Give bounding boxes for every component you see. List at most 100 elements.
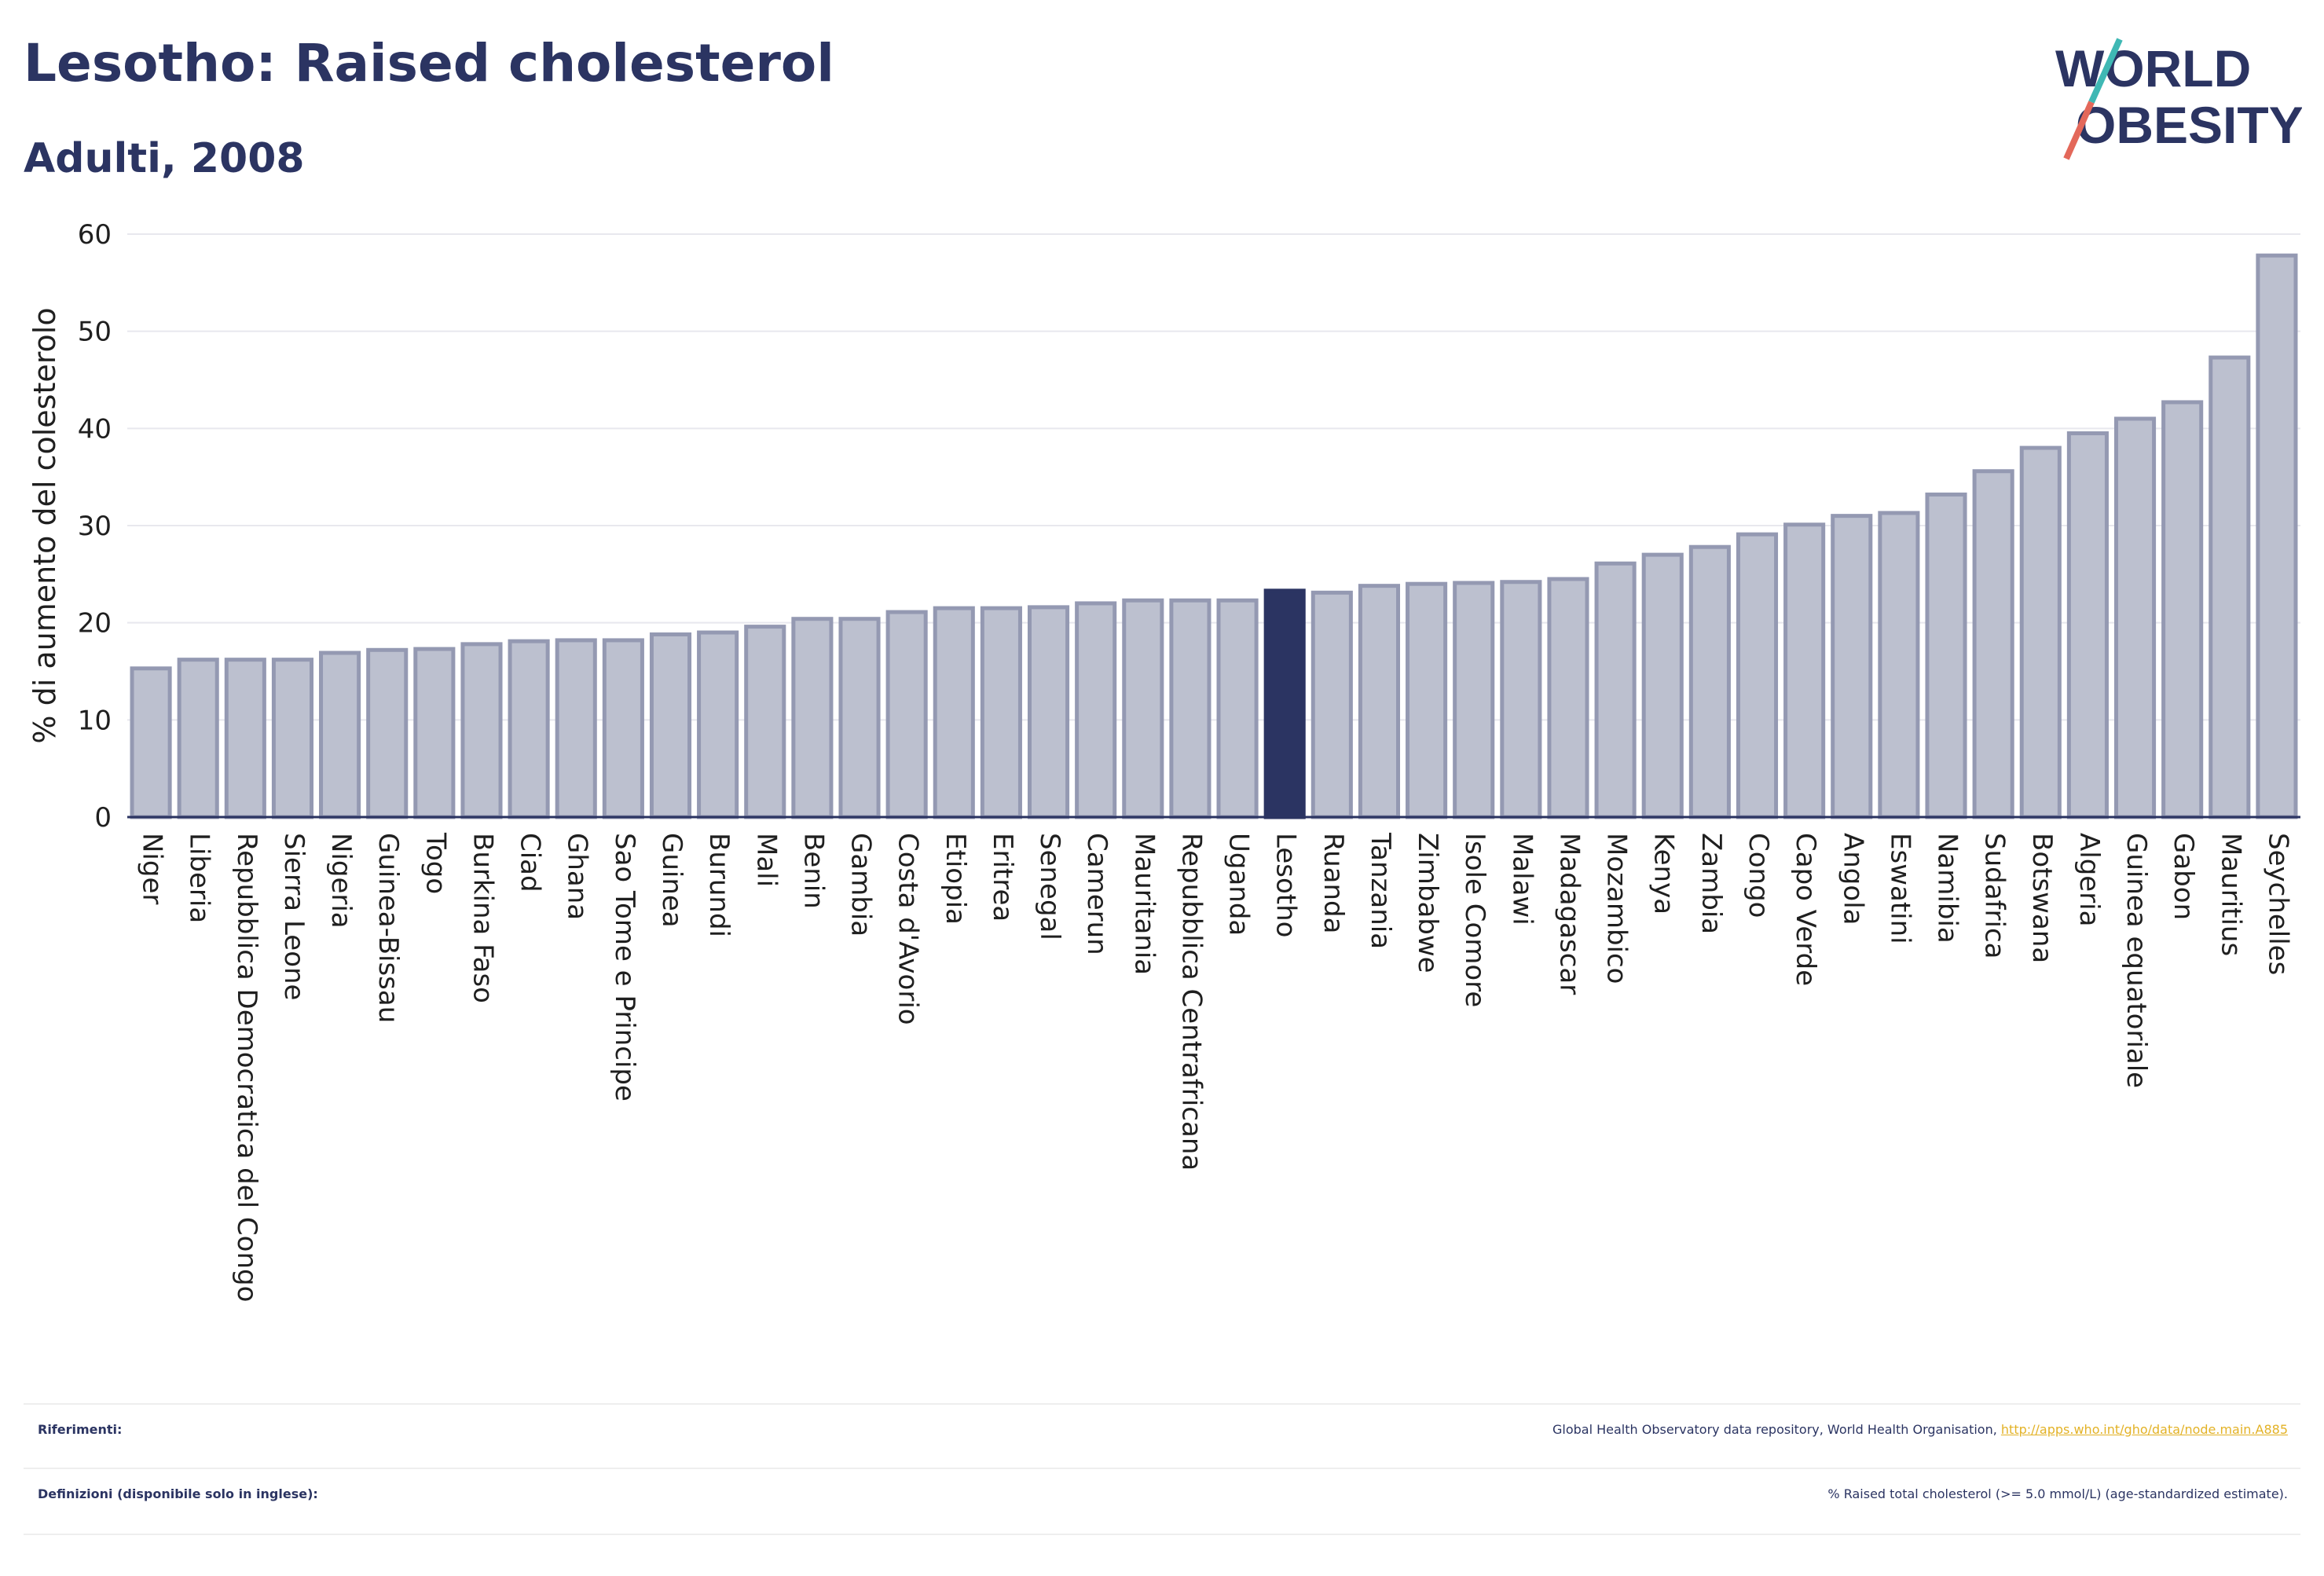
x-tick-label: Mauritania bbox=[1128, 833, 1160, 975]
bar bbox=[1878, 511, 1920, 819]
bar bbox=[2113, 416, 2157, 819]
references-text: Global Health Observatory data repositor… bbox=[1552, 1422, 1997, 1437]
logo-slash-teal bbox=[2088, 38, 2123, 104]
x-tick-label: Guinea bbox=[656, 833, 687, 928]
x-tick-label: Sao Tome e Principe bbox=[609, 833, 640, 1101]
bar bbox=[224, 658, 266, 819]
bar bbox=[1500, 580, 1542, 819]
x-tick-label: Malawi bbox=[1506, 833, 1538, 925]
x-tick-label: Mauritius bbox=[2215, 833, 2246, 956]
bar bbox=[177, 658, 219, 819]
bar bbox=[1216, 598, 1259, 819]
x-tick-label: Sudafrica bbox=[1979, 833, 2011, 958]
x-tick-label: Costa d'Avorio bbox=[893, 833, 924, 1025]
x-tick-label: Benin bbox=[797, 833, 829, 909]
bar bbox=[1122, 598, 1164, 819]
bar bbox=[791, 617, 834, 819]
x-tick-label: Niger bbox=[137, 833, 168, 904]
x-tick-label: Algeria bbox=[2073, 833, 2105, 926]
logo-line1: WORLD bbox=[2055, 39, 2251, 97]
bar bbox=[460, 642, 503, 819]
x-tick-label: Mozambico bbox=[1601, 833, 1633, 984]
x-tick-label: Togo bbox=[420, 832, 451, 894]
bar bbox=[1310, 590, 1353, 819]
bar bbox=[2066, 431, 2109, 819]
chart-subtitle: Adulti, 2008 bbox=[24, 135, 305, 182]
x-tick-label: Liberia bbox=[184, 833, 215, 923]
bar bbox=[1169, 598, 1211, 819]
bar bbox=[933, 606, 975, 819]
bar bbox=[2161, 400, 2204, 819]
bar bbox=[555, 638, 597, 819]
definitions-text: % Raised total cholesterol (>= 5.0 mmol/… bbox=[1827, 1486, 2288, 1501]
x-tick-label: Guinea-Bissau bbox=[372, 833, 404, 1023]
bar-chart: 0 10 20 30 40 50 60 % di aumento del colesterol… bbox=[27, 219, 2300, 1302]
bar bbox=[1972, 469, 2014, 819]
bar bbox=[1406, 581, 1448, 819]
bar bbox=[885, 610, 928, 819]
x-tick-label: Ghana bbox=[562, 833, 593, 920]
logo-slash-red bbox=[2063, 101, 2095, 160]
x-tick-label: Congo bbox=[1743, 833, 1774, 918]
bar bbox=[1831, 514, 1873, 819]
x-tick-label: Guinea equatoriale bbox=[2121, 833, 2152, 1088]
bar bbox=[602, 638, 644, 819]
x-tick-label: Kenya bbox=[1648, 833, 1680, 914]
x-tick-label: Isole Comore bbox=[1459, 833, 1490, 1007]
x-tick-label: Senegal bbox=[1034, 833, 1065, 940]
bar bbox=[2256, 253, 2298, 819]
x-tick-label: Eritrea bbox=[987, 833, 1018, 922]
bar bbox=[838, 617, 881, 819]
x-tick-label: Uganda bbox=[1223, 833, 1255, 936]
x-tick-label: Ciad bbox=[515, 833, 546, 892]
bar bbox=[2209, 355, 2251, 819]
y-tick-label: 40 bbox=[78, 413, 112, 445]
bar bbox=[1925, 492, 1967, 819]
x-tick-label: Sierra Leone bbox=[278, 833, 310, 1000]
x-tick-label: Burkina Faso bbox=[467, 833, 498, 1003]
bar bbox=[1736, 532, 1779, 819]
references-label: Riferimenti: bbox=[38, 1422, 123, 1437]
x-tick-label: Camerun bbox=[1081, 833, 1113, 955]
y-tick-label: 30 bbox=[78, 511, 112, 542]
x-tick-label: Capo Verde bbox=[1790, 833, 1821, 986]
x-tick-label: Madagascar bbox=[1553, 833, 1585, 995]
references-link[interactable]: http://apps.who.int/gho/data/node.main.A… bbox=[2000, 1422, 2288, 1437]
bar bbox=[319, 651, 361, 819]
bar bbox=[2019, 445, 2062, 819]
bar bbox=[271, 658, 314, 819]
bar bbox=[697, 630, 739, 819]
x-tick-label: Nigeria bbox=[325, 833, 357, 929]
bar bbox=[1547, 577, 1589, 819]
x-tick-label: Gabon bbox=[2168, 833, 2199, 920]
logo-line2: OBESITY bbox=[2076, 96, 2302, 154]
bar bbox=[1027, 605, 1070, 819]
y-tick-label: 50 bbox=[78, 317, 112, 348]
definitions-label: Definizioni (disponibile solo in inglese… bbox=[38, 1486, 318, 1501]
x-tick-label: Lesotho bbox=[1270, 833, 1302, 937]
world-obesity-logo: WORLD OBESITY bbox=[2055, 38, 2302, 160]
x-tick-label: Zambia bbox=[1695, 833, 1727, 934]
y-tick-label: 20 bbox=[78, 608, 112, 640]
x-tick-label: Namibia bbox=[1932, 833, 1963, 944]
bar bbox=[366, 647, 409, 819]
x-tick-label: Mali bbox=[750, 833, 782, 887]
bar bbox=[744, 625, 786, 819]
bar bbox=[1688, 544, 1731, 819]
chart-title: Lesotho: Raised cholesterol bbox=[24, 33, 834, 93]
bar bbox=[413, 647, 456, 819]
x-tick-label: Ruanda bbox=[1318, 833, 1349, 933]
x-tick-label: Tanzania bbox=[1365, 832, 1396, 949]
x-tick-label: Botswana bbox=[2026, 833, 2058, 963]
x-tick-label: Repubblica Centrafricana bbox=[1175, 833, 1207, 1171]
y-tick-label: 60 bbox=[78, 219, 112, 251]
bar bbox=[649, 632, 692, 819]
bar bbox=[1783, 522, 1826, 819]
bar bbox=[980, 606, 1022, 819]
bar-highlight bbox=[1263, 588, 1306, 819]
bar bbox=[130, 666, 172, 819]
definitions-row: Definizioni (disponibile solo in inglese… bbox=[24, 1468, 2300, 1535]
bar bbox=[1453, 581, 1495, 819]
bar bbox=[1641, 552, 1684, 819]
bar bbox=[508, 639, 550, 819]
